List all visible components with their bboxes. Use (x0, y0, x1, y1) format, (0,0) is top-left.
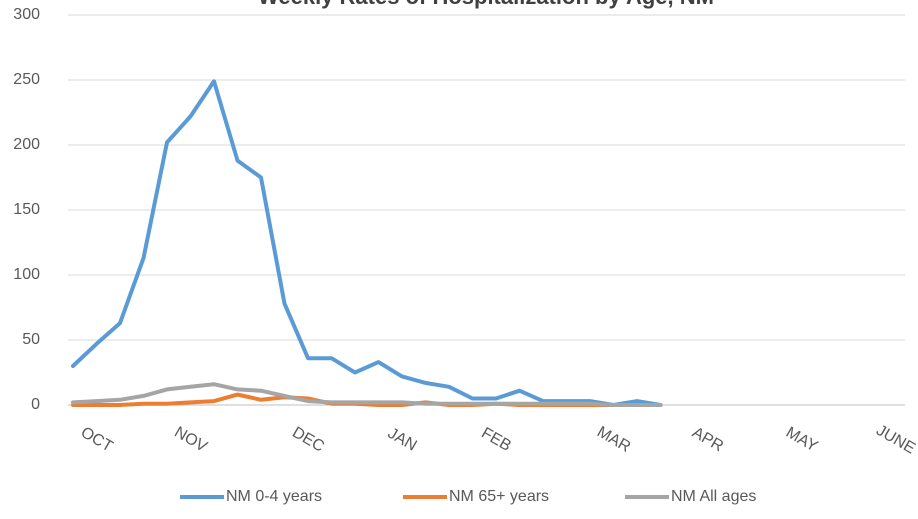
y-tick-label: 0 (31, 396, 40, 413)
x-tick-label: NOV (171, 424, 210, 456)
x-tick-label: DEC (289, 424, 327, 456)
legend-label: NM All ages (671, 488, 756, 505)
y-tick-label: 200 (13, 136, 40, 153)
x-tick-label: JAN (385, 425, 420, 455)
y-tick-label: 300 (13, 6, 40, 23)
x-tick-label: MAY (783, 424, 821, 456)
x-tick-label: MAR (594, 424, 633, 457)
legend-label: NM 0-4 years (226, 488, 322, 505)
y-tick-label: 250 (13, 71, 40, 88)
series-line (71, 382, 663, 407)
x-tick-label: APR (689, 424, 726, 455)
series-line (71, 79, 663, 407)
y-tick-label: 50 (22, 331, 40, 348)
x-tick-label: JUNE (873, 422, 918, 458)
y-tick-label: 150 (13, 201, 40, 218)
chart-title: Weekly Rates of Hospitalization by Age, … (258, 0, 714, 9)
x-tick-label: FEB (478, 425, 513, 455)
y-tick-label: 100 (13, 266, 40, 283)
x-tick-label: OCT (78, 424, 116, 456)
legend-label: NM 65+ years (449, 488, 549, 505)
